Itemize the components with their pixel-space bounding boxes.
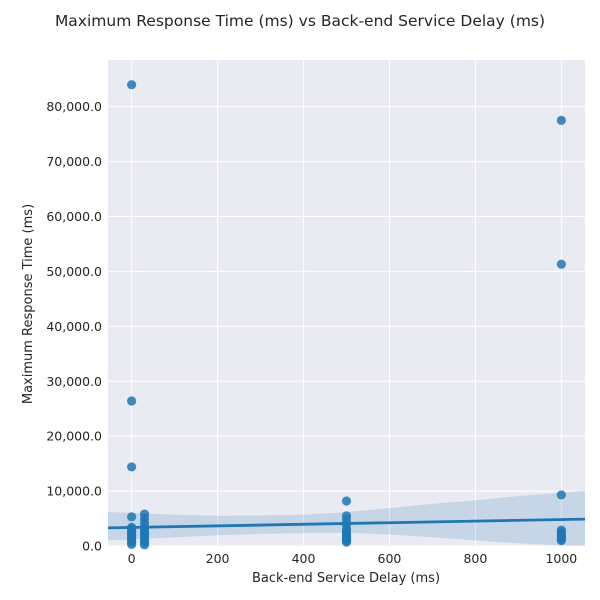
data-point: [127, 462, 137, 472]
y-axis-label: Maximum Response Time (ms): [21, 204, 36, 404]
data-points: [127, 80, 566, 550]
y-axis-ticks: 0.0 10,000.0 20,000.0 30,000.0 40,000.0 50,00…: [46, 99, 102, 553]
y-tick-label: 40,000.0: [46, 319, 102, 334]
x-tick-label: 1000: [545, 551, 577, 566]
regression-line: [107, 517, 586, 530]
x-axis-label: Back-end Service Delay (ms): [252, 571, 440, 586]
chart-title: Maximum Response Time (ms) vs Back-end S…: [55, 12, 545, 30]
data-point: [341, 537, 352, 547]
y-tick-label: 30,000.0: [46, 374, 102, 389]
data-point: [556, 490, 566, 500]
x-tick-label: 200: [206, 551, 230, 566]
x-tick-label: 0: [128, 551, 136, 566]
x-tick-label: 600: [378, 551, 402, 566]
data-point: [127, 539, 137, 549]
data-point: [127, 80, 137, 90]
data-point: [556, 535, 566, 546]
y-tick-label: 0.0: [82, 539, 102, 554]
y-tick-label: 20,000.0: [46, 429, 102, 444]
data-point: [341, 496, 352, 506]
y-tick-label: 50,000.0: [46, 264, 102, 279]
x-axis-ticks: 0 200 400 600 800 1000: [128, 551, 578, 566]
data-point: [127, 396, 137, 406]
data-point: [556, 259, 566, 269]
grid-lines: [108, 60, 585, 547]
data-point: [139, 540, 150, 550]
y-tick-label: 80,000.0: [46, 99, 102, 114]
data-point: [127, 512, 137, 522]
x-tick-label: 400: [292, 551, 316, 566]
x-tick-label: 800: [463, 551, 487, 566]
plot-area: [108, 60, 585, 546]
regression-line-group: [107, 517, 586, 530]
data-point: [556, 115, 566, 126]
y-tick-label: 60,000.0: [46, 209, 102, 224]
y-tick-label: 10,000.0: [46, 484, 102, 499]
y-tick-label: 70,000.0: [46, 154, 102, 169]
